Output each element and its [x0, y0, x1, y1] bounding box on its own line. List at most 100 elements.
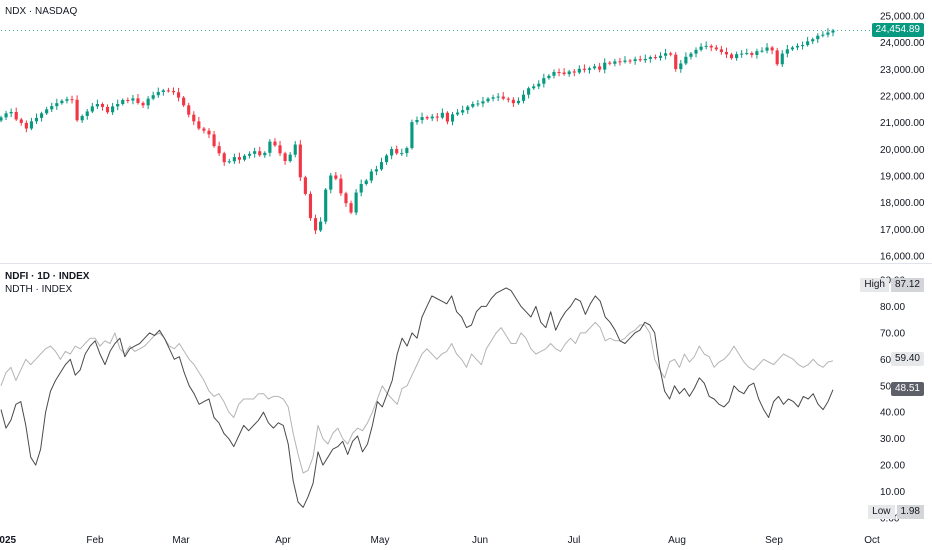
time-axis[interactable]: 2025 Feb Mar Apr May Jun Jul Aug Sep Oct	[0, 535, 880, 546]
candle	[298, 140, 302, 182]
indicator-tick-label: 80.00	[880, 302, 905, 313]
candle-body	[506, 98, 510, 100]
candle-body	[334, 175, 338, 179]
candle	[618, 57, 622, 66]
candle-body	[831, 30, 835, 33]
candle-body	[714, 47, 718, 50]
candle-body	[14, 112, 18, 120]
candle-body	[516, 100, 521, 104]
indicator-axis[interactable]: 0.0010.0020.0030.0040.0050.0060.0070.008…	[880, 276, 905, 525]
candle-body	[202, 128, 206, 131]
candle	[121, 98, 125, 106]
candle-body	[740, 53, 744, 55]
candle	[242, 154, 247, 162]
candle	[116, 99, 120, 111]
candle-body	[440, 112, 444, 118]
candle-body	[278, 145, 282, 154]
candle-body	[755, 51, 759, 55]
candle-body	[390, 149, 394, 156]
price-axis[interactable]: 16,000.00 17,000.00 18,000.00 19,000.00 20,0…	[880, 12, 925, 263]
candle	[313, 214, 318, 235]
candle-body	[45, 109, 49, 114]
candle	[613, 58, 617, 67]
candle-body	[90, 106, 94, 112]
low-label: Low	[868, 505, 895, 519]
candle	[207, 128, 211, 139]
low-marker: Low 1.98	[868, 505, 924, 519]
price-tick-label: 20,000.00	[880, 145, 925, 156]
candle	[653, 54, 658, 60]
candle-body	[364, 180, 368, 184]
candle	[60, 99, 64, 105]
candle	[395, 145, 399, 155]
candle-body	[496, 96, 500, 98]
candle	[197, 116, 201, 131]
candle-body	[105, 106, 110, 113]
candle-body	[324, 189, 328, 222]
candle-body	[273, 141, 277, 146]
candle	[491, 94, 495, 102]
candle	[628, 58, 632, 64]
candle-body	[562, 72, 566, 75]
candle-body	[298, 144, 302, 178]
candle	[237, 152, 242, 164]
candle	[501, 92, 505, 101]
candle	[390, 146, 394, 160]
indicator-tick-label: 10.00	[880, 487, 905, 498]
candle	[400, 148, 404, 156]
candle-body	[349, 203, 353, 213]
candle-body	[222, 153, 226, 163]
indicator-tick-label: 0.00	[880, 514, 900, 525]
candle-body	[24, 122, 28, 129]
candle	[100, 102, 105, 111]
candle-body	[242, 155, 247, 160]
candle	[0, 115, 3, 123]
candle	[811, 37, 815, 44]
candle-body	[745, 53, 749, 55]
candle	[293, 141, 297, 158]
candle	[633, 56, 637, 65]
indicator-title[interactable]: NDFI · 1D · INDEX	[5, 271, 90, 282]
candle-body	[800, 45, 805, 47]
candle	[775, 47, 779, 66]
candle-body	[212, 134, 216, 147]
candle-body	[699, 46, 703, 50]
candle-body	[664, 53, 668, 56]
candle	[95, 99, 99, 110]
candle	[582, 64, 586, 73]
candle	[324, 188, 328, 225]
candle-body	[65, 99, 69, 101]
candle-body	[415, 120, 419, 123]
candle	[283, 151, 287, 165]
candle-body	[486, 98, 490, 102]
candle-body	[136, 98, 140, 103]
candle-body	[34, 117, 39, 122]
candle	[405, 146, 409, 157]
candle	[729, 52, 734, 60]
candle	[547, 74, 551, 80]
candle-body	[232, 157, 236, 162]
candle-body	[592, 66, 597, 69]
candle-body	[628, 60, 632, 62]
candle-body	[288, 154, 292, 162]
candle-body	[369, 171, 373, 181]
candle	[202, 126, 206, 134]
candle	[816, 33, 820, 43]
time-tick-label: Mar	[172, 535, 190, 546]
price-tick-label: 17,000.00	[880, 225, 925, 236]
candle	[684, 52, 688, 66]
indicator-tick-label: 70.00	[880, 328, 905, 339]
candle	[831, 28, 835, 37]
candle-body	[400, 153, 404, 155]
candle	[156, 87, 160, 98]
candle-body	[684, 56, 688, 64]
candle-body	[653, 57, 658, 59]
symbol-title[interactable]: NDX · NASDAQ	[5, 6, 78, 17]
candle	[415, 116, 419, 125]
candle-body	[790, 47, 794, 50]
candle	[248, 151, 252, 159]
candle	[679, 60, 683, 73]
candle-body	[70, 99, 74, 101]
candle-body	[344, 193, 348, 204]
indicator-secondary-title[interactable]: NDTH · INDEX	[5, 284, 73, 295]
